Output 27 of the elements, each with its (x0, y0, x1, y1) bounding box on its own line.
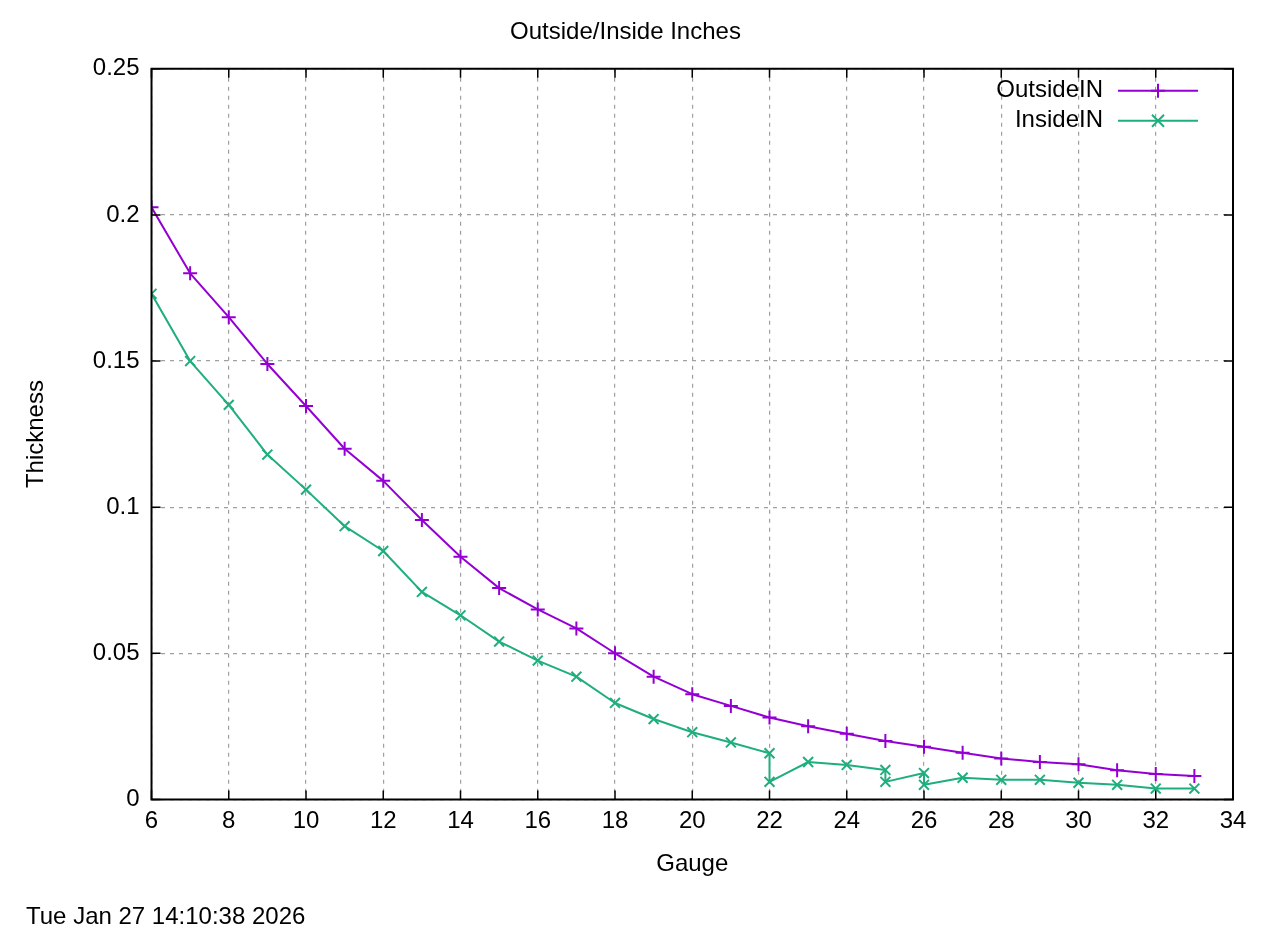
x-tick-label: 10 (292, 806, 320, 834)
x-tick-label: 30 (1065, 806, 1092, 834)
y-tick-label: 0 (126, 784, 140, 812)
x-tick-label: 24 (833, 806, 861, 834)
y-tick-label: 0.1 (106, 491, 140, 519)
legend-label: InsideIN (1014, 105, 1103, 133)
x-tick-label: 16 (524, 806, 552, 834)
x-tick-label: 14 (447, 806, 474, 834)
y-tick-label: 0.25 (92, 53, 140, 81)
x-tick-label: 12 (369, 806, 397, 834)
y-tick-label: 0.05 (92, 637, 140, 665)
chart-title: Outside/Inside Inches (510, 17, 741, 45)
y-axis-title: Thickness (21, 380, 49, 489)
text: Tue Jan 27 14:10:38 2026 (26, 901, 306, 929)
x-tick-label: 6 (144, 806, 159, 834)
x-axis-title: Gauge (656, 849, 729, 877)
y-tick-label: 0.15 (92, 345, 140, 373)
x-tick-label: 18 (601, 806, 629, 834)
x-tick-label: 22 (756, 806, 783, 834)
y-tick-label: 0.2 (106, 199, 140, 227)
legend-label: OutsideIN (996, 75, 1103, 103)
x-tick-label: 32 (1142, 806, 1170, 834)
x-tick-label: 26 (910, 806, 938, 834)
x-tick-label: 8 (222, 806, 236, 834)
x-tick-label: 34 (1219, 806, 1247, 834)
x-tick-label: 20 (678, 806, 706, 834)
x-tick-label: 28 (987, 806, 1015, 834)
